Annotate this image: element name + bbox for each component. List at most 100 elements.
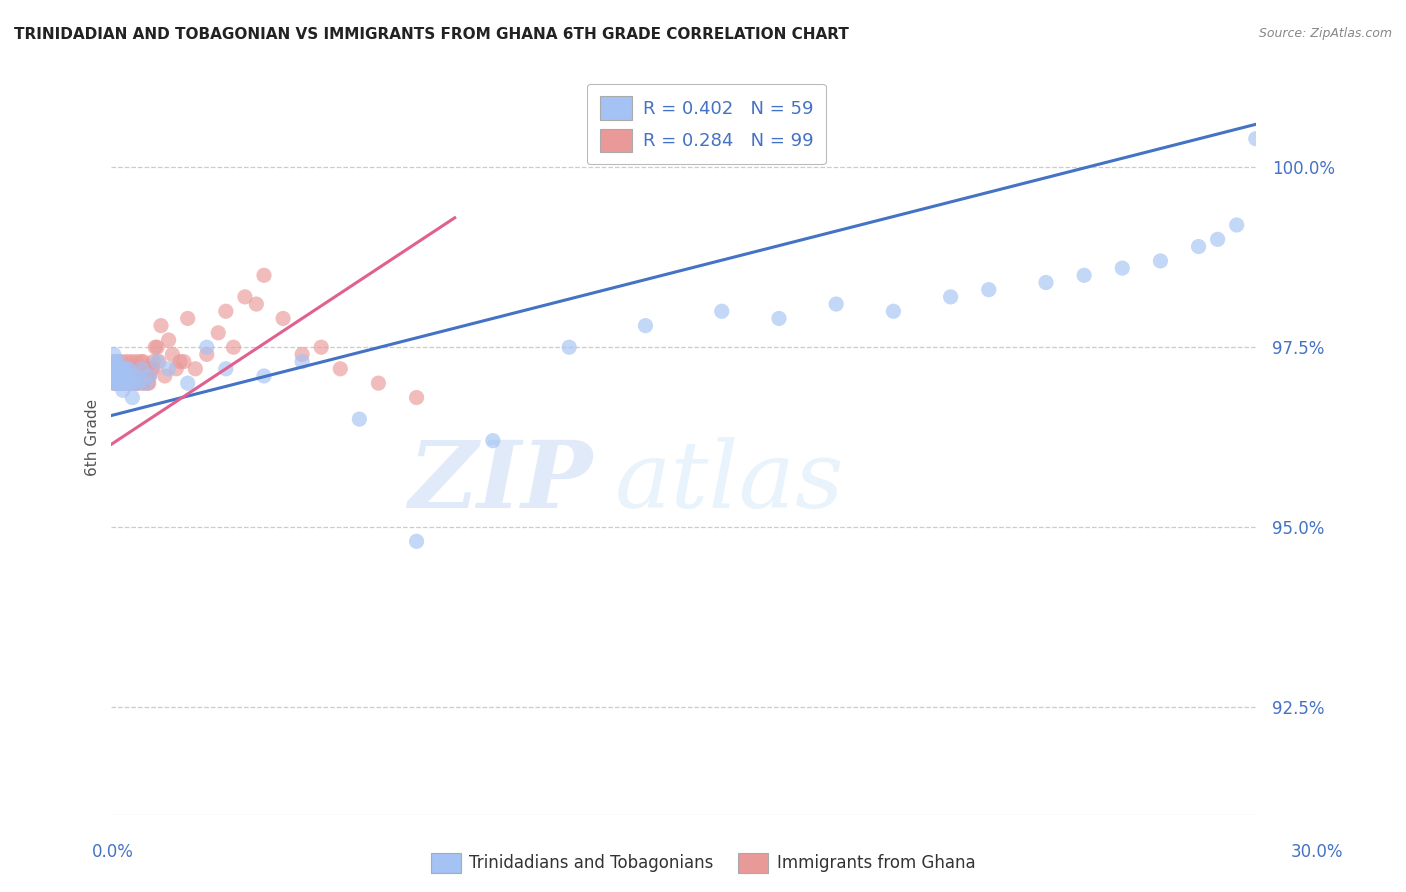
Text: TRINIDADIAN AND TOBAGONIAN VS IMMIGRANTS FROM GHANA 6TH GRADE CORRELATION CHART: TRINIDADIAN AND TOBAGONIAN VS IMMIGRANTS… (14, 27, 849, 42)
Point (103, 354, 125, 368)
Point (110, 354, 132, 368)
Point (124, 368, 146, 383)
Point (115, 361, 138, 376)
Point (482, 434, 505, 448)
Point (125, 376, 148, 391)
Point (125, 354, 148, 368)
Point (103, 368, 125, 383)
Point (121, 376, 143, 391)
Point (111, 361, 134, 376)
Point (135, 368, 157, 383)
Point (165, 361, 187, 376)
Point (124, 368, 146, 383)
Point (117, 376, 139, 391)
Point (291, 354, 314, 368)
Point (114, 361, 136, 376)
Point (107, 368, 129, 383)
Point (107, 376, 129, 391)
Point (131, 361, 153, 376)
Point (118, 368, 141, 383)
Point (122, 368, 145, 383)
Point (101, 361, 124, 376)
Point (115, 368, 138, 383)
Text: Source: ZipAtlas.com: Source: ZipAtlas.com (1258, 27, 1392, 40)
Point (128, 368, 150, 383)
Point (104, 368, 127, 383)
Point (309, 340, 332, 354)
Point (134, 361, 156, 376)
Point (142, 361, 165, 376)
Point (103, 376, 125, 391)
Point (107, 368, 129, 383)
Point (138, 368, 160, 383)
Point (112, 368, 135, 383)
Point (120, 354, 142, 368)
Point (1206, 232, 1229, 246)
Point (977, 283, 1000, 297)
Point (127, 376, 149, 391)
Point (128, 361, 150, 376)
Point (118, 376, 141, 391)
Point (105, 361, 128, 376)
Point (153, 368, 176, 383)
Point (177, 376, 200, 391)
Point (104, 361, 127, 376)
Point (253, 368, 276, 383)
Point (112, 376, 135, 391)
Legend: R = 0.402   N = 59, R = 0.284   N = 99: R = 0.402 N = 59, R = 0.284 N = 99 (586, 84, 827, 164)
Point (215, 361, 238, 376)
Point (127, 376, 149, 391)
Point (138, 368, 160, 383)
Point (114, 361, 136, 376)
Point (114, 376, 136, 391)
Point (120, 361, 142, 376)
Point (111, 376, 134, 391)
Point (129, 354, 152, 368)
Text: 0.0%: 0.0% (91, 843, 134, 861)
Point (135, 361, 157, 376)
Point (108, 361, 131, 376)
Point (111, 361, 134, 376)
Point (115, 368, 138, 383)
Point (184, 361, 207, 376)
Point (405, 391, 427, 405)
Point (107, 354, 129, 368)
Point (1111, 261, 1133, 276)
Point (110, 376, 132, 391)
Point (104, 361, 127, 376)
Point (120, 368, 142, 383)
Point (136, 376, 159, 391)
Point (131, 368, 153, 383)
Point (110, 368, 132, 383)
Point (1187, 239, 1209, 253)
Point (146, 340, 169, 354)
Point (271, 311, 294, 326)
Point (110, 368, 132, 383)
Point (111, 376, 134, 391)
Point (111, 384, 134, 398)
Point (108, 361, 131, 376)
Legend: Trinidadians and Tobagonians, Immigrants from Ghana: Trinidadians and Tobagonians, Immigrants… (425, 847, 981, 880)
Point (157, 361, 180, 376)
Point (104, 368, 127, 383)
Point (768, 311, 790, 326)
Point (101, 368, 124, 383)
Point (233, 290, 256, 304)
Point (1035, 276, 1057, 290)
Point (825, 297, 848, 311)
Point (114, 376, 136, 391)
Text: atlas: atlas (614, 437, 845, 527)
Point (107, 354, 129, 368)
Point (125, 368, 148, 383)
Point (121, 391, 143, 405)
Point (108, 368, 131, 383)
Point (129, 361, 152, 376)
Point (135, 376, 157, 391)
Point (117, 376, 139, 391)
Point (195, 347, 218, 361)
Point (117, 361, 139, 376)
Point (405, 534, 427, 549)
Point (634, 318, 657, 333)
Point (104, 376, 127, 391)
Point (111, 368, 134, 383)
